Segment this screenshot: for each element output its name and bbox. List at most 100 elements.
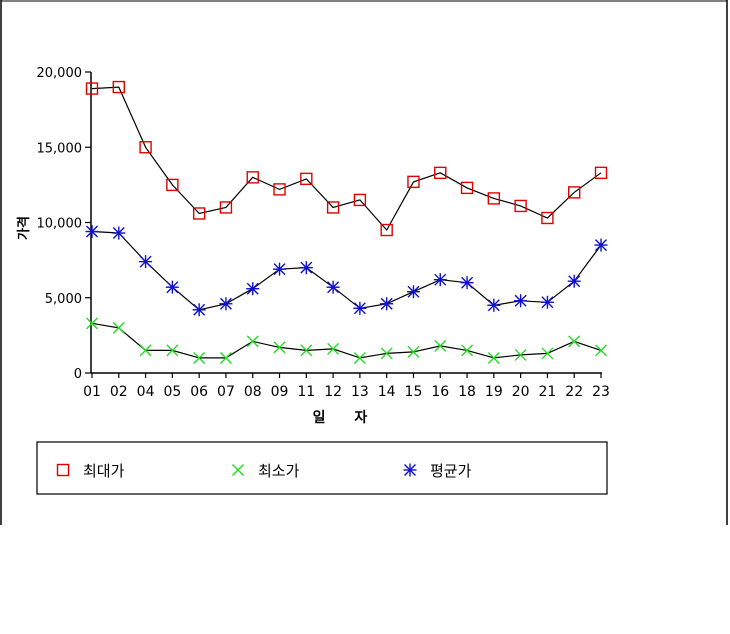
- data-point: [541, 211, 554, 225]
- x-tick-label: 23: [592, 384, 610, 400]
- data-point: [380, 297, 394, 311]
- legend-label: 평균가: [430, 462, 472, 480]
- x-tick-label: 19: [485, 384, 503, 400]
- data-point: [139, 141, 152, 154]
- x-tick-label: 08: [244, 384, 262, 400]
- series-x: [86, 317, 607, 364]
- legend-marker: [232, 464, 244, 476]
- data-point: [594, 238, 608, 252]
- series-square: [85, 80, 608, 237]
- data-point: [112, 80, 125, 94]
- data-point: [595, 344, 607, 357]
- x-tick-label: 22: [565, 384, 583, 400]
- legend-marker: [403, 463, 417, 477]
- legend-label: 최소가: [258, 462, 300, 480]
- x-tick-label: 13: [351, 384, 369, 400]
- x-tick-label: 01: [83, 384, 101, 400]
- legend-label: 최대가: [83, 462, 125, 480]
- data-point: [568, 335, 581, 348]
- x-tick-label: 15: [405, 384, 423, 400]
- data-point: [112, 226, 126, 240]
- data-point: [406, 285, 420, 299]
- legend-marker: [56, 463, 70, 477]
- data-point: [300, 344, 313, 357]
- series-line: [91, 230, 602, 311]
- data-point: [541, 347, 554, 360]
- data-point: [139, 255, 153, 269]
- axes: [90, 72, 602, 374]
- data-point: [407, 345, 420, 358]
- data-point: [460, 181, 474, 195]
- y-tick-label: 15,000: [37, 141, 83, 156]
- data-point: [192, 207, 206, 220]
- x-tick-label: 18: [458, 384, 476, 400]
- series-line: [91, 322, 602, 359]
- data-point: [433, 273, 447, 287]
- data-point: [353, 351, 366, 364]
- data-point: [139, 344, 152, 357]
- legend: 최대가 최소가 평균가: [36, 441, 608, 495]
- data-point: [85, 225, 99, 239]
- data-point: [273, 183, 286, 196]
- data-point: [514, 348, 527, 361]
- data-point: [219, 297, 233, 311]
- data-point: [192, 303, 206, 317]
- data-point: [461, 344, 474, 357]
- series-group: [85, 80, 608, 364]
- data-point: [246, 335, 259, 348]
- x-tick-label: 16: [431, 384, 449, 400]
- y-tick-label: 10,000: [37, 217, 83, 232]
- x-tick-label: 21: [539, 384, 557, 400]
- y-tick-label: 20,000: [37, 66, 83, 81]
- data-point: [326, 201, 340, 214]
- data-point: [540, 295, 554, 309]
- data-point: [434, 166, 447, 180]
- x-ticks: 01 02 04 05 06 07 08 09 11 12 13 14 15 16 18 19 20 21 22 23: [83, 373, 610, 400]
- data-point: [487, 351, 500, 364]
- data-point: [246, 282, 260, 296]
- data-point: [193, 351, 206, 364]
- data-point: [487, 298, 501, 312]
- data-point: [353, 193, 367, 207]
- data-point: [246, 171, 259, 184]
- x-tick-label: 05: [163, 384, 181, 400]
- data-point: [407, 175, 420, 189]
- series-asterisk: [85, 225, 608, 317]
- x-tick-label: 02: [110, 384, 128, 400]
- data-point: [273, 341, 286, 354]
- y-ticks: 0 5,000 10,000 15,000 20,000: [37, 66, 91, 382]
- data-point: [567, 274, 581, 288]
- x-tick-label: 11: [297, 384, 315, 400]
- y-axis-label: 가격: [17, 216, 32, 240]
- series-line: [91, 86, 602, 232]
- legend-box: [36, 441, 608, 495]
- data-point: [219, 201, 233, 214]
- x-tick-label: 09: [271, 384, 289, 400]
- data-point: [166, 178, 179, 192]
- x-tick-label: 07: [217, 384, 235, 400]
- data-point: [86, 317, 98, 330]
- data-point: [514, 294, 528, 308]
- data-point: [273, 262, 287, 276]
- data-point: [326, 280, 340, 294]
- data-point: [219, 351, 232, 364]
- data-point: [434, 339, 447, 352]
- data-point: [299, 261, 313, 275]
- data-point: [327, 342, 340, 355]
- data-point: [112, 321, 125, 334]
- y-tick-label: 5,000: [45, 292, 82, 307]
- data-point: [487, 192, 501, 205]
- data-point: [380, 223, 393, 237]
- data-point: [514, 199, 527, 213]
- x-axis-label: 일 자: [313, 410, 380, 426]
- data-point: [85, 82, 99, 95]
- data-point: [165, 280, 179, 294]
- data-point: [460, 276, 474, 290]
- data-point: [380, 347, 393, 360]
- x-tick-label: 06: [190, 384, 208, 400]
- data-point: [166, 344, 179, 357]
- data-point: [300, 172, 313, 186]
- data-point: [353, 301, 367, 315]
